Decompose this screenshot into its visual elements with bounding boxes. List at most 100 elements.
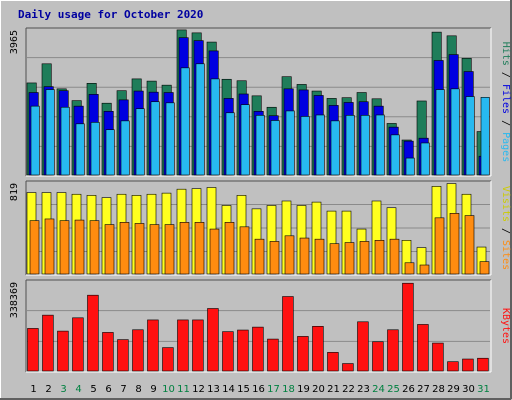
- bar-kbytes-day-4: [72, 317, 84, 372]
- bar-kbytes-day-19: [297, 336, 309, 372]
- x-tick-day-13: 13: [207, 384, 220, 395]
- x-tick-day-28: 28: [432, 384, 445, 395]
- bar-pages-day-16: [255, 115, 265, 176]
- bar-kbytes-day-12: [192, 319, 204, 372]
- bar-sites-day-27: [419, 264, 430, 275]
- bar-pages-day-2: [45, 89, 55, 176]
- bar-kbytes-day-15: [237, 329, 249, 372]
- bar-kbytes-day-27: [417, 324, 429, 372]
- x-tick-day-26: 26: [402, 384, 415, 395]
- bar-sites-day-24: [374, 240, 385, 275]
- bar-kbytes-day-23: [357, 321, 369, 372]
- legend-files: Files: [500, 84, 511, 114]
- bar-sites-day-17: [269, 241, 280, 275]
- bar-sites-day-26: [404, 262, 415, 275]
- x-tick-day-18: 18: [282, 384, 295, 395]
- bar-kbytes-day-25: [387, 329, 399, 372]
- bar-sites-day-18: [284, 235, 295, 275]
- x-tick-day-7: 7: [120, 384, 126, 395]
- x-tick-day-20: 20: [312, 384, 325, 395]
- x-tick-day-24: 24: [372, 384, 385, 395]
- x-tick-day-23: 23: [357, 384, 370, 395]
- bar-pages-day-22: [345, 115, 355, 176]
- x-tick-day-8: 8: [135, 384, 141, 395]
- bar-pages-day-20: [315, 114, 325, 176]
- bar-pages-day-3: [60, 106, 70, 176]
- bar-sites-day-25: [389, 238, 400, 275]
- bar-pages-day-31: [480, 97, 490, 176]
- legend-hits-files-pages: Hits / Files / Pages: [500, 42, 511, 162]
- bar-kbytes-day-5: [87, 294, 99, 372]
- x-tick-day-21: 21: [327, 384, 340, 395]
- bar-sites-day-2: [44, 218, 55, 275]
- x-tick-day-14: 14: [222, 384, 235, 395]
- x-tick-day-12: 12: [192, 384, 205, 395]
- legend-separator: /: [500, 222, 511, 240]
- bar-sites-day-15: [239, 226, 250, 275]
- bar-sites-day-8: [134, 223, 145, 275]
- y-max-label-hits-files-pages: 3965: [9, 30, 20, 54]
- x-tick-day-27: 27: [417, 384, 430, 395]
- bar-sites-day-10: [164, 224, 175, 275]
- bar-sites-day-7: [119, 222, 130, 275]
- bar-sites-day-12: [194, 222, 205, 275]
- legend-hits: Hits: [500, 42, 511, 66]
- bar-sites-day-31: [479, 261, 490, 275]
- bar-pages-day-6: [105, 129, 115, 176]
- bar-kbytes-day-16: [252, 326, 264, 372]
- bar-sites-day-23: [359, 241, 370, 275]
- x-tick-day-19: 19: [297, 384, 310, 395]
- bar-pages-day-7: [120, 120, 130, 176]
- bar-pages-day-21: [330, 120, 340, 176]
- bar-kbytes-day-31: [477, 357, 489, 372]
- bar-pages-day-25: [390, 134, 400, 176]
- y-max-label-visits-sites: 819: [9, 183, 20, 201]
- legend-kbytes: KBytes: [500, 308, 511, 344]
- legend-sites: Sites: [500, 240, 511, 270]
- x-tick-day-5: 5: [90, 384, 96, 395]
- bar-pages-day-9: [150, 101, 160, 176]
- x-tick-day-15: 15: [237, 384, 250, 395]
- x-tick-day-10: 10: [162, 384, 175, 395]
- bar-pages-day-30: [465, 96, 475, 176]
- bar-kbytes-day-21: [327, 352, 339, 372]
- bar-kbytes-day-7: [117, 339, 129, 372]
- bar-pages-day-23: [360, 115, 370, 176]
- x-tick-day-4: 4: [75, 384, 81, 395]
- bar-kbytes-day-26: [402, 282, 414, 372]
- bar-sites-day-29: [449, 213, 460, 275]
- bar-pages-day-15: [240, 104, 250, 176]
- legend-separator: /: [500, 114, 511, 132]
- y-max-label-kbytes: 338369: [9, 282, 20, 318]
- legend-kbytes: KBytes: [500, 308, 511, 344]
- bar-kbytes-day-1: [27, 328, 39, 372]
- bar-kbytes-day-6: [102, 332, 114, 372]
- bar-sites-day-19: [299, 237, 310, 275]
- bar-kbytes-day-2: [42, 314, 54, 372]
- bar-pages-day-1: [30, 105, 40, 176]
- bar-kbytes-day-11: [177, 319, 189, 372]
- bar-kbytes-day-10: [162, 347, 174, 372]
- bar-sites-day-11: [179, 222, 190, 275]
- bar-kbytes-day-13: [207, 308, 219, 372]
- x-tick-day-31: 31: [477, 384, 490, 395]
- legend-visits-sites: Visits / Sites: [500, 186, 511, 270]
- bar-pages-day-24: [375, 114, 385, 176]
- bar-pages-day-11: [180, 67, 190, 176]
- bar-kbytes-day-18: [282, 296, 294, 372]
- x-tick-day-16: 16: [252, 384, 265, 395]
- x-tick-day-6: 6: [105, 384, 111, 395]
- bar-sites-day-5: [89, 220, 100, 275]
- bar-kbytes-day-14: [222, 331, 234, 372]
- bar-pages-day-17: [270, 120, 280, 176]
- bar-pages-day-10: [165, 102, 175, 176]
- bar-pages-day-19: [300, 116, 310, 176]
- bar-pages-day-18: [285, 110, 295, 176]
- bar-pages-day-12: [195, 63, 205, 176]
- bar-pages-day-29: [450, 88, 460, 176]
- bar-pages-day-4: [75, 123, 85, 176]
- bar-sites-day-3: [59, 220, 70, 275]
- x-tick-day-29: 29: [447, 384, 460, 395]
- bar-sites-day-14: [224, 222, 235, 275]
